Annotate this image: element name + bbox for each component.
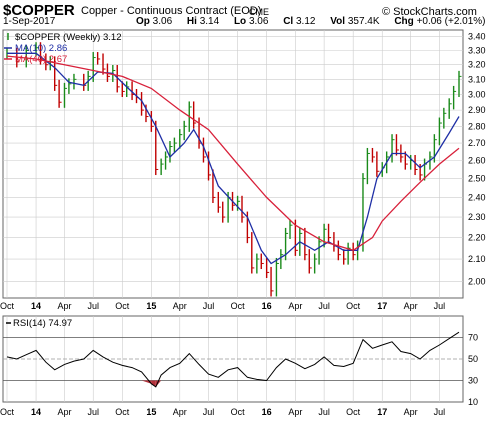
rsi-x-tick-label: 17 [377, 407, 387, 417]
rsi-x-tick-label: Jul [203, 407, 215, 417]
volume-label: Vol [330, 16, 346, 27]
rsi-x-tick-label: Oct [346, 407, 361, 417]
quote-date: 1-Sep-2017 [3, 16, 56, 27]
price-x-tick-label: Oct [0, 301, 14, 311]
rsi-x-tick-label: Jul [318, 407, 330, 417]
quote-values: Op 3.06 Hi 3.14 Lo 3.06 Cl 3.12 Vol 357.… [136, 16, 493, 27]
price-x-tick-label: Jul [318, 301, 330, 311]
price-y-tick-label: 2.30 [468, 212, 486, 222]
volume-value: 357.4K [347, 16, 380, 27]
rsi-x-tick-label: 15 [146, 407, 156, 417]
rsi-y-tick-label: 70 [468, 333, 478, 343]
price-x-tick-label: Apr [173, 301, 187, 311]
copyright: © StockCharts.com [382, 6, 477, 18]
price-y-tick-label: 3.00 [468, 89, 486, 99]
legend-label: MA(10) 2.86 [15, 43, 67, 54]
rsi-y-tick-label: 30 [468, 376, 478, 386]
rsi-x-tick-label: 16 [262, 407, 272, 417]
low-label: Lo [233, 16, 247, 27]
close-label: Cl [283, 16, 294, 27]
price-y-tick-label: 3.30 [468, 46, 486, 56]
rsi-x-tick-label: Oct [0, 407, 14, 417]
price-x-tick-label: Jul [87, 301, 99, 311]
open-label: Op [136, 16, 150, 27]
rsi-x-tick-label: Apr [57, 407, 71, 417]
legend-label: MA(40) 2.67 [15, 54, 67, 65]
close-value: 3.12 [295, 16, 316, 27]
price-y-tick-label: 2.90 [468, 105, 486, 115]
change-value: +0.06 (+2.01%) [416, 16, 486, 27]
ma40-line [6, 55, 460, 252]
rsi-oversold-fill [155, 380, 162, 387]
rsi-x-tick-label: 14 [31, 407, 41, 417]
price-y-tick-label: 2.00 [468, 277, 486, 287]
rsi-oversold-fill [151, 380, 156, 387]
price-x-tick-label: Apr [404, 301, 418, 311]
rsi-x-tick-label: Jul [87, 407, 99, 417]
rsi-x-tick-label: Apr [288, 407, 302, 417]
price-x-tick-label: Oct [346, 301, 361, 311]
price-y-tick-label: 2.50 [468, 174, 486, 184]
price-x-tick-label: Oct [231, 301, 246, 311]
price-x-tick-label: 16 [262, 301, 272, 311]
price-y-tick-label: 2.70 [468, 138, 486, 148]
price-y-tick-label: 3.10 [468, 74, 486, 84]
price-y-tick-label: 2.20 [468, 233, 486, 243]
price-x-tick-label: Jul [434, 301, 446, 311]
symbol: $COPPER [3, 2, 75, 19]
price-y-tick-label: 2.40 [468, 192, 486, 202]
price-x-tick-label: Jul [203, 301, 215, 311]
rsi-x-tick-label: Apr [404, 407, 418, 417]
price-y-tick-label: 2.10 [468, 254, 486, 264]
price-x-tick-label: Apr [57, 301, 71, 311]
open-value: 3.06 [152, 16, 173, 27]
price-panel: 2.00 2.10 2.20 2.30 2.40 2.50 2.60 2.70 2.80 2.90… [0, 29, 486, 311]
price-y-tick-label: 3.20 [468, 60, 486, 70]
price-x-tick-label: 15 [146, 301, 156, 311]
high-value: 3.14 [199, 16, 220, 27]
rsi-line [6, 331, 460, 388]
contract-description: Copper - Continuous Contract (EOD) [81, 5, 262, 17]
rsi-title: RSI(14) 74.97 [13, 318, 72, 329]
rsi-x-tick-label: Oct [231, 407, 246, 417]
price-x-tick-label: 14 [31, 301, 41, 311]
high-label: Hi [186, 16, 197, 27]
price-plot-area [2, 29, 464, 299]
rsi-y-tick-label: 10 [468, 397, 478, 407]
price-x-tick-label: Apr [288, 301, 302, 311]
rsi-y-tick-label: 50 [468, 354, 478, 364]
price-x-tick-label: Oct [115, 301, 130, 311]
price-y-tick-label: 3.40 [468, 32, 486, 42]
rsi-x-tick-label: Oct [115, 407, 130, 417]
change-label: Chg [394, 16, 414, 27]
price-y-tick-label: 2.60 [468, 156, 486, 166]
rsi-panel: 10 30 50 70 RSI(14) 74.97 Oct 14 Apr Jul Oct 15 Apr… [0, 315, 478, 417]
rsi-x-tick-label: Apr [173, 407, 187, 417]
exchange: CME [249, 7, 269, 17]
price-x-tick-label: 17 [377, 301, 387, 311]
rsi-x-tick-label: Jul [434, 407, 446, 417]
price-y-tick-label: 2.80 [468, 121, 486, 131]
low-value: 3.06 [248, 16, 269, 27]
legend-label: $COPPER (Weekly) 3.12 [15, 32, 121, 43]
